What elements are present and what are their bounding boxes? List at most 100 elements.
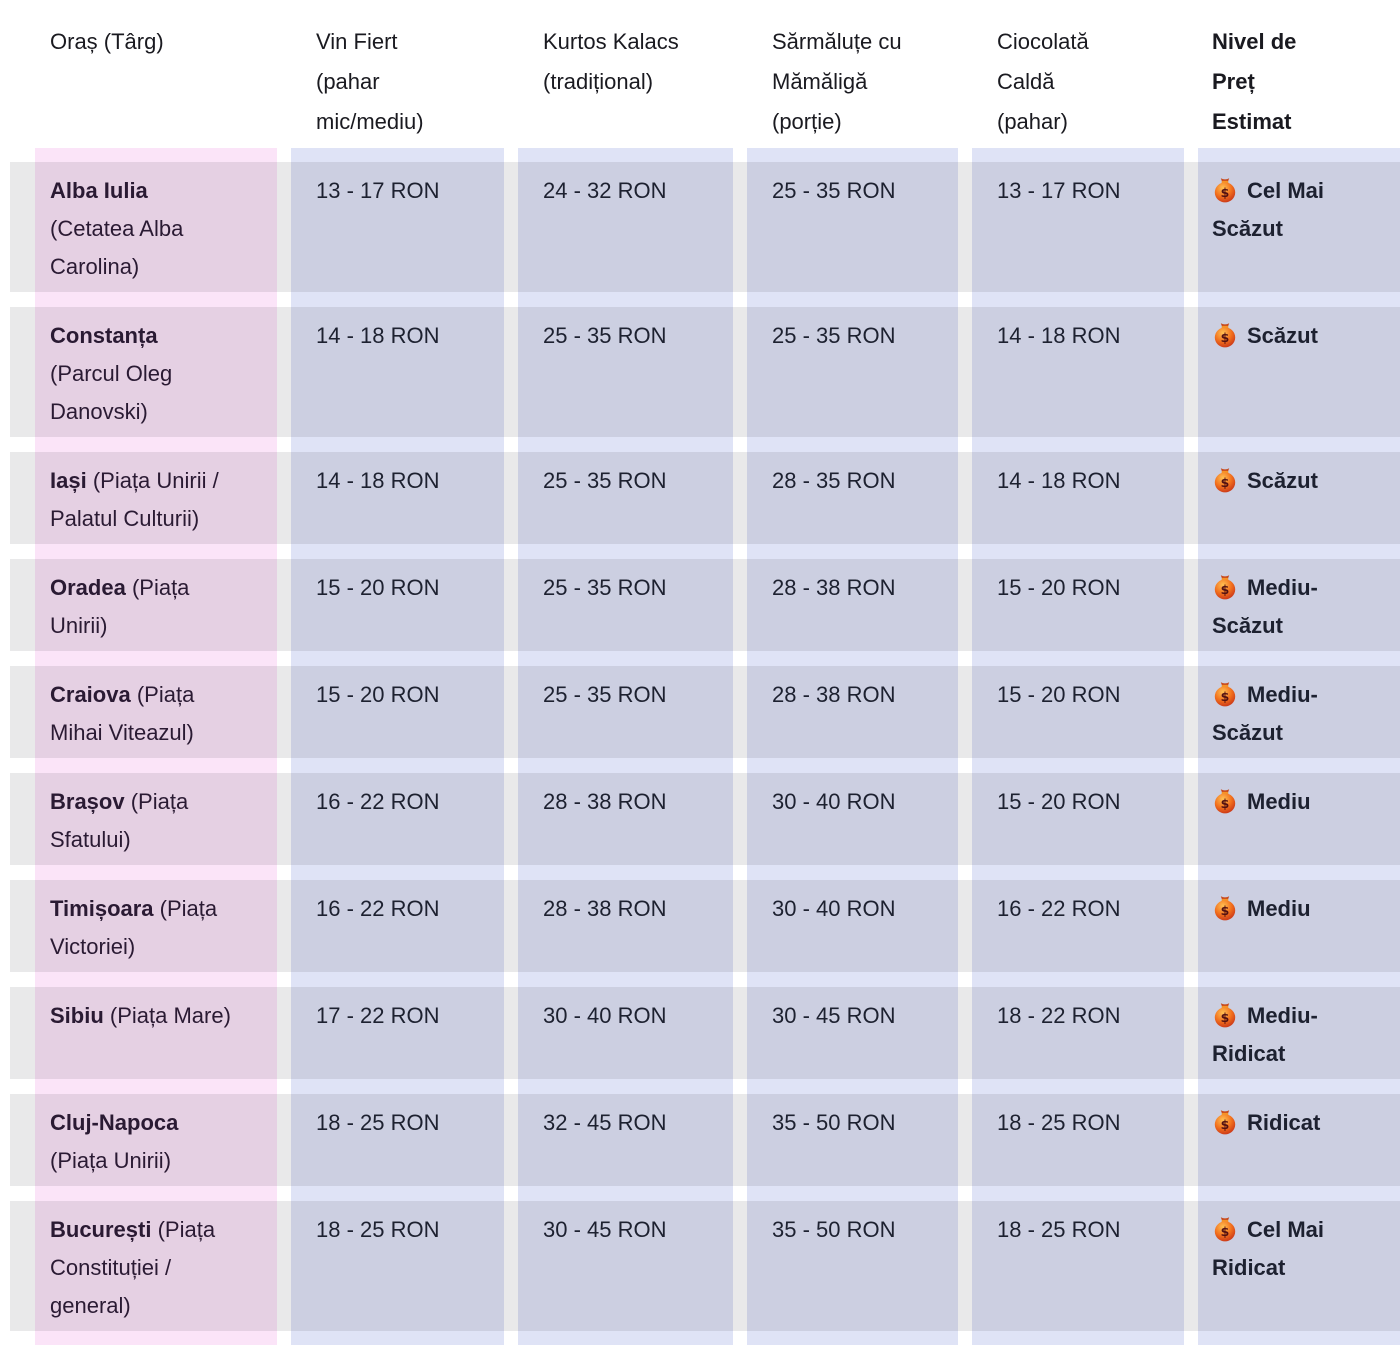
vin-fiert-cell: 18 - 25 RON [316, 1217, 440, 1242]
price-level-label: Mediu- Scăzut [1212, 682, 1318, 745]
table-row: Sibiu (Piața Mare) 17 - 22 RON 30 - 40 R… [10, 987, 1400, 1079]
table-row: Constanța (Parcul Oleg Danovski) 14 - 18… [10, 307, 1400, 437]
city-cell: Sibiu (Piața Mare) [35, 997, 277, 1073]
price-level-cell: Ridicat [1198, 1104, 1400, 1180]
city-venue: (Piața Mihai Viteazul) [50, 682, 195, 745]
city-name: Sibiu [50, 1003, 104, 1028]
ciocolata-cell: 18 - 25 RON [997, 1110, 1121, 1135]
money-bag-icon [1214, 1217, 1236, 1242]
sarmalute-cell: 30 - 40 RON [772, 896, 896, 921]
city-venue: (Piața Constituției / general) [50, 1217, 216, 1318]
money-bag-icon [1214, 1110, 1236, 1135]
column-band-ciocolata [972, 148, 1184, 1345]
price-level-cell: Mediu- Scăzut [1198, 676, 1400, 752]
sarmalute-cell: 28 - 38 RON [772, 682, 896, 707]
city-cell: Timișoara (Piața Victoriei) [35, 890, 277, 966]
table-row: Oradea (Piața Unirii) 15 - 20 RON 25 - 3… [10, 559, 1400, 651]
sarmalute-cell: 25 - 35 RON [772, 178, 896, 203]
city-venue: (Cetatea Alba Carolina) [50, 216, 184, 279]
sarmalute-cell: 28 - 38 RON [772, 575, 896, 600]
ciocolata-cell: 15 - 20 RON [997, 682, 1121, 707]
column-header-oras: Oraș (Târg) [50, 29, 164, 54]
price-level-label: Mediu- Ridicat [1212, 1003, 1318, 1066]
price-level-cell: Scăzut [1198, 462, 1400, 538]
city-venue: (Piața Unirii) [50, 1148, 172, 1173]
city-name: Constanța [50, 323, 158, 348]
vin-fiert-cell: 16 - 22 RON [316, 789, 440, 814]
vin-fiert-cell: 14 - 18 RON [316, 323, 440, 348]
vin-fiert-cell: 14 - 18 RON [316, 468, 440, 493]
city-name: Timișoara [50, 896, 154, 921]
money-bag-icon [1214, 468, 1236, 493]
sarmalute-cell: 30 - 45 RON [772, 1003, 896, 1028]
price-level-label: Mediu [1247, 896, 1311, 921]
price-level-label: Scăzut [1247, 323, 1318, 348]
city-cell: Cluj-Napoca (Piața Unirii) [35, 1104, 277, 1180]
column-band-nivel [1198, 148, 1400, 1345]
ciocolata-cell: 15 - 20 RON [997, 789, 1121, 814]
ciocolata-cell: 18 - 25 RON [997, 1217, 1121, 1242]
city-name: Craiova [50, 682, 131, 707]
sarmalute-cell: 28 - 35 RON [772, 468, 896, 493]
vin-fiert-cell: 15 - 20 RON [316, 682, 440, 707]
column-header-kurtos: Kurtos Kalacs (tradițional) [543, 29, 679, 94]
price-level-label: Cel Mai Ridicat [1212, 1217, 1325, 1280]
column-band-kurtos [518, 148, 733, 1345]
money-bag-icon [1214, 1003, 1236, 1028]
ciocolata-cell: 16 - 22 RON [997, 896, 1121, 921]
table-body: Alba Iulia (Cetatea Alba Carolina) 13 - … [0, 148, 1400, 1345]
city-cell: Constanța (Parcul Oleg Danovski) [35, 317, 277, 431]
ciocolata-cell: 15 - 20 RON [997, 575, 1121, 600]
city-cell: Iași (Piața Unirii / Palatul Culturii) [35, 462, 277, 538]
city-venue: (Piața Mare) [103, 1003, 231, 1028]
sarmalute-cell: 30 - 40 RON [772, 789, 896, 814]
column-band-vin-fiert [291, 148, 504, 1345]
column-bands [10, 148, 1400, 1345]
kurtos-cell: 28 - 38 RON [543, 789, 667, 814]
kurtos-cell: 25 - 35 RON [543, 575, 667, 600]
money-bag-icon [1214, 575, 1236, 600]
table-rows: Alba Iulia (Cetatea Alba Carolina) 13 - … [0, 148, 1400, 1345]
table-row: Cluj-Napoca (Piața Unirii) 18 - 25 RON 3… [10, 1094, 1400, 1186]
price-level-cell: Scăzut [1198, 317, 1400, 431]
kurtos-cell: 25 - 35 RON [543, 682, 667, 707]
table-row: București (Piața Constituției / general)… [10, 1201, 1400, 1331]
price-level-label: Cel Mai Scăzut [1212, 178, 1325, 241]
ciocolata-cell: 14 - 18 RON [997, 468, 1121, 493]
price-level-cell: Mediu [1198, 783, 1400, 859]
sarmalute-cell: 25 - 35 RON [772, 323, 896, 348]
city-venue: (Piața Unirii) [50, 575, 190, 638]
city-cell: Brașov (Piața Sfatului) [35, 783, 277, 859]
table-row: Brașov (Piața Sfatului) 16 - 22 RON 28 -… [10, 773, 1400, 865]
city-cell: București (Piața Constituției / general) [35, 1211, 277, 1325]
table-row: Alba Iulia (Cetatea Alba Carolina) 13 - … [10, 162, 1400, 292]
city-venue: (Parcul Oleg Danovski) [50, 361, 173, 424]
kurtos-cell: 30 - 45 RON [543, 1217, 667, 1242]
city-name: Cluj-Napoca [50, 1110, 179, 1135]
kurtos-cell: 30 - 40 RON [543, 1003, 667, 1028]
money-bag-icon [1214, 323, 1236, 348]
price-level-cell: Mediu- Ridicat [1198, 997, 1400, 1073]
table-row: Iași (Piața Unirii / Palatul Culturii) 1… [10, 452, 1400, 544]
ciocolata-cell: 13 - 17 RON [997, 178, 1121, 203]
vin-fiert-cell: 18 - 25 RON [316, 1110, 440, 1135]
price-level-cell: Cel Mai Ridicat [1198, 1211, 1400, 1325]
city-name: București [50, 1217, 152, 1242]
price-level-cell: Mediu- Scăzut [1198, 569, 1400, 645]
column-band-sarmalute [747, 148, 958, 1345]
kurtos-cell: 24 - 32 RON [543, 178, 667, 203]
money-bag-icon [1214, 178, 1236, 203]
city-venue: (Piața Unirii / Palatul Culturii) [50, 468, 219, 531]
kurtos-cell: 25 - 35 RON [543, 323, 667, 348]
column-header-nivel: Nivel de Preț Estimat [1212, 29, 1297, 134]
price-level-label: Scăzut [1247, 468, 1318, 493]
ciocolata-cell: 14 - 18 RON [997, 323, 1121, 348]
city-venue: (Piața Victoriei) [50, 896, 218, 959]
column-band-oras [35, 148, 277, 1345]
money-bag-icon [1214, 789, 1236, 814]
city-name: Brașov [50, 789, 125, 814]
sarmalute-cell: 35 - 50 RON [772, 1110, 896, 1135]
header-row: Oraș (Târg) Vin Fiert (pahar mic/mediu) … [10, 0, 1400, 148]
vin-fiert-cell: 16 - 22 RON [316, 896, 440, 921]
